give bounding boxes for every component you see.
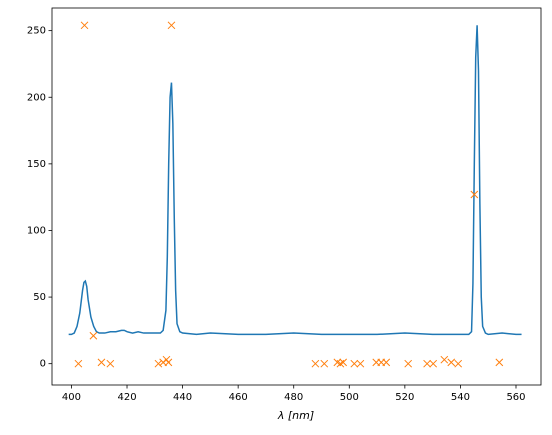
- y-tick-label: 100: [27, 225, 46, 236]
- x-tick-label: 400: [62, 392, 81, 403]
- y-tick-label: 150: [27, 159, 46, 170]
- x-marker: [89, 331, 98, 340]
- x-marker: [339, 358, 348, 367]
- y-tick-label: 50: [33, 292, 46, 303]
- x-marker: [74, 359, 83, 368]
- x-tick-label: 500: [340, 392, 359, 403]
- x-marker: [97, 358, 106, 367]
- x-tick-label: 480: [284, 392, 303, 403]
- x-marker: [447, 358, 456, 367]
- spectrum-line: [68, 25, 522, 336]
- x-tick-label: 540: [451, 392, 470, 403]
- x-marker: [350, 359, 359, 368]
- x-marker: [356, 359, 365, 368]
- x-tick-label: 440: [173, 392, 192, 403]
- x-marker: [470, 190, 479, 199]
- y-tick-label: 250: [27, 26, 46, 37]
- x-marker: [440, 355, 449, 364]
- x-marker: [423, 359, 431, 368]
- x-marker: [320, 359, 329, 368]
- y-tick-label: 0: [40, 359, 46, 370]
- x-marker: [167, 21, 176, 30]
- x-marker: [154, 359, 163, 368]
- x-marker: [311, 359, 320, 368]
- x-tick-label: 520: [395, 392, 414, 403]
- x-marker: [164, 358, 173, 367]
- x-marker: [454, 359, 463, 368]
- x-marker: [80, 21, 89, 30]
- x-marker: [106, 359, 115, 368]
- x-tick-label: 560: [506, 392, 525, 403]
- x-marker: [495, 358, 504, 367]
- x-marker: [336, 359, 345, 368]
- y-tick-label: 200: [27, 92, 46, 103]
- x-marker: [404, 359, 413, 368]
- x-tick-label: 420: [117, 392, 136, 403]
- x-axis-label: λ [nm]: [277, 409, 314, 422]
- x-tick-label: 460: [229, 392, 248, 403]
- x-marker: [382, 358, 391, 367]
- x-marker: [429, 359, 438, 368]
- plot-frame: [51, 7, 542, 386]
